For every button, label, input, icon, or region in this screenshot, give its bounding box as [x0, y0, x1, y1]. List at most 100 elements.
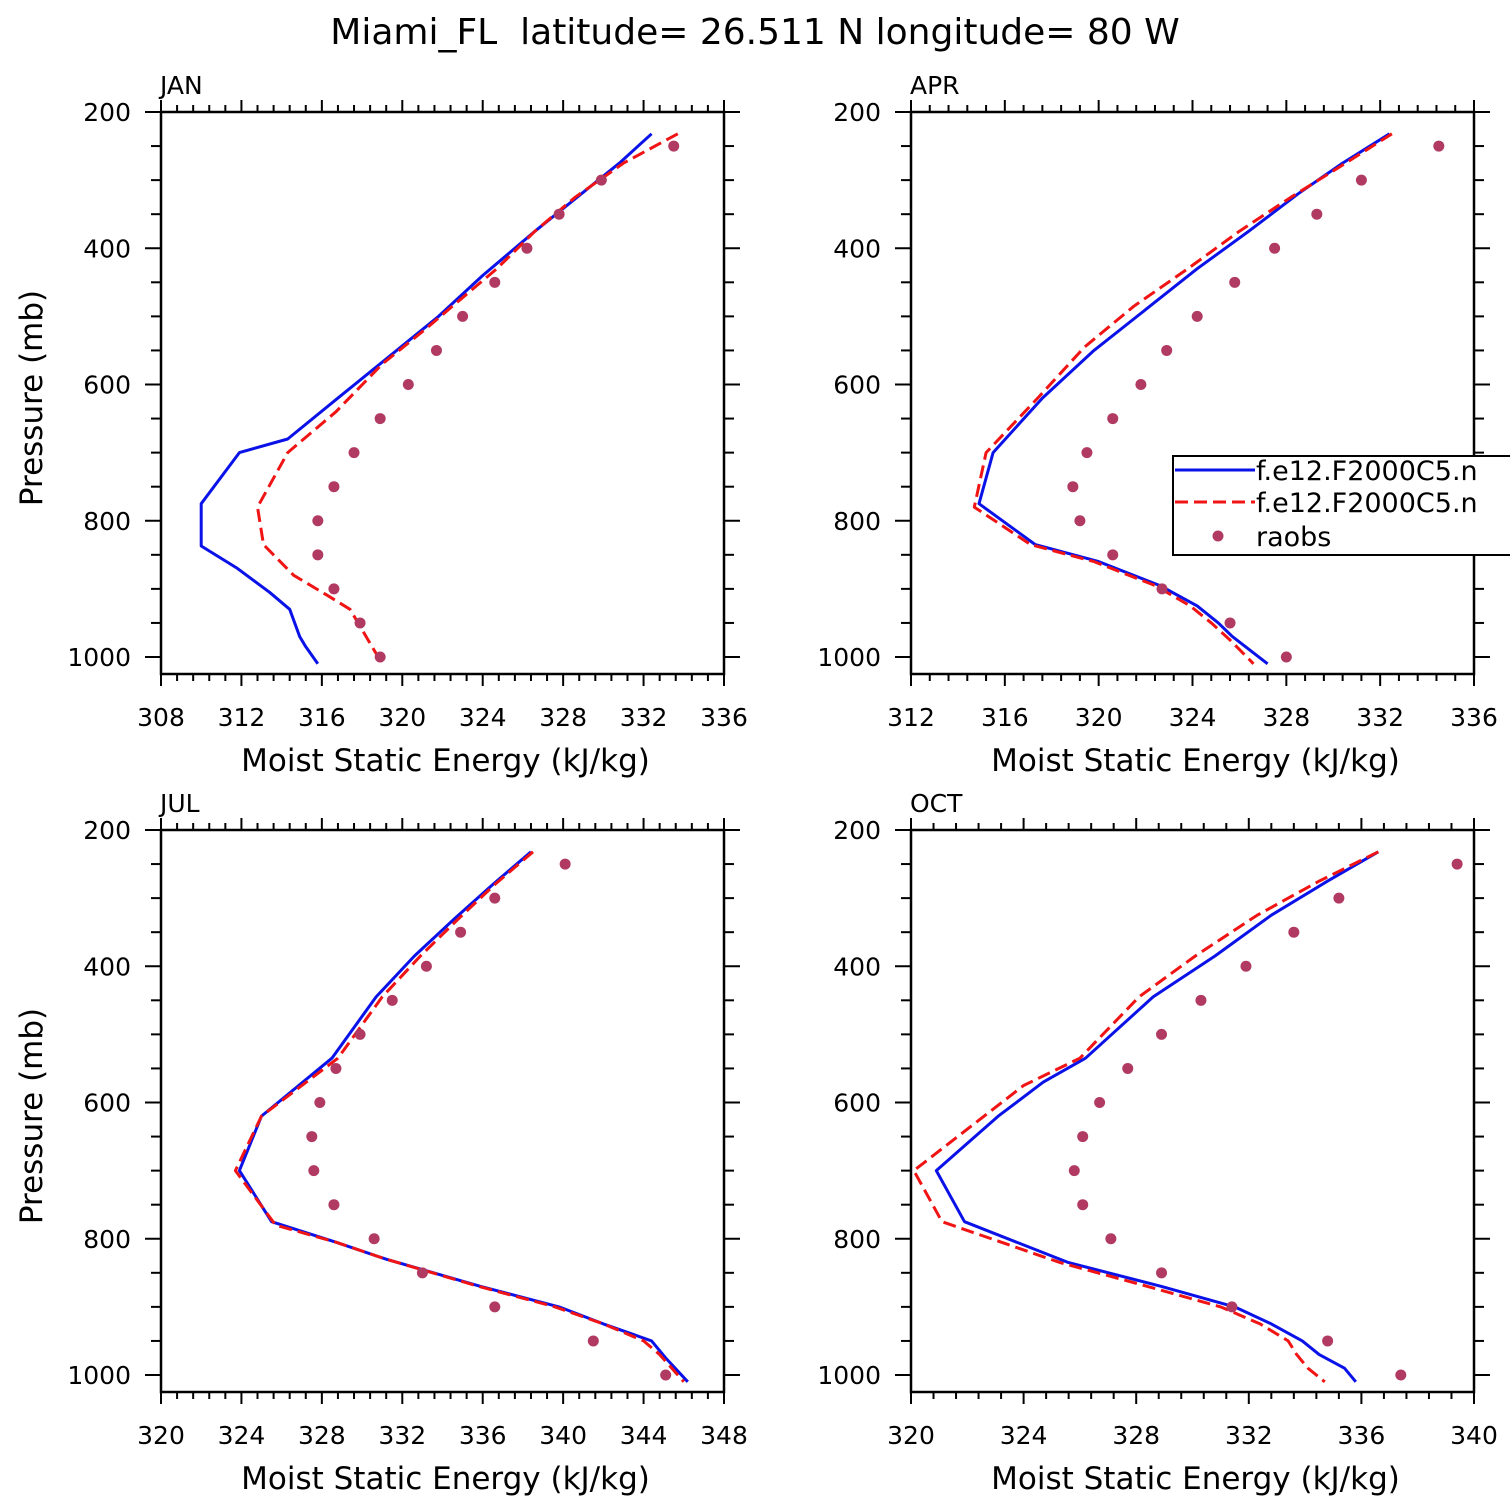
- x-axis-label: Moist Static Energy (kJ/kg): [991, 1461, 1400, 1497]
- panel-label: JUL: [158, 789, 200, 818]
- raobs-point: [1107, 549, 1119, 561]
- raobs-point: [354, 617, 366, 629]
- raobs-point: [374, 413, 386, 425]
- raobs-point: [489, 276, 501, 288]
- raobs-point: [328, 1199, 340, 1211]
- raobs-point: [1156, 1267, 1168, 1279]
- model-solid-line: [934, 850, 1380, 1383]
- raobs-point: [1322, 1335, 1334, 1347]
- x-tick-label: 332: [1225, 1421, 1273, 1450]
- figure-title: Miami_FL latitude= 26.511 N longitude= 8…: [330, 12, 1179, 53]
- x-tick-label: 320: [378, 703, 426, 732]
- plot-frame: [159, 828, 726, 1394]
- raobs-point: [314, 1097, 326, 1108]
- plot-frame: [159, 110, 726, 676]
- x-tick-label: 312: [887, 703, 935, 732]
- panel-apr: APR 312 316 320 324 328 332 336 200 400 600 800 1000…: [817, 71, 1497, 779]
- y-tick-label: 200: [833, 98, 881, 127]
- raobs-point: [374, 651, 386, 663]
- raobs-point: [1068, 1165, 1080, 1177]
- raobs-point: [1311, 208, 1323, 220]
- raobs-point: [1156, 583, 1168, 595]
- raobs-point: [553, 208, 565, 220]
- raobs-point: [1433, 140, 1445, 152]
- y-tick-label: 800: [833, 1225, 881, 1254]
- y-tick-label: 600: [83, 371, 131, 400]
- x-tick-label: 320: [1075, 703, 1123, 732]
- raobs-point: [1224, 617, 1236, 629]
- model-dashed-line: [233, 850, 685, 1383]
- y-tick-label: 600: [83, 1089, 131, 1118]
- x-tick-label: 328: [539, 703, 587, 732]
- y-tick-label: 1000: [817, 1361, 881, 1390]
- x-tick-label: 332: [378, 1421, 426, 1450]
- raobs-point: [660, 1369, 672, 1381]
- y-tick-label: 1000: [817, 643, 881, 672]
- raobs-point: [368, 1233, 380, 1245]
- x-tick-label: 324: [218, 1421, 266, 1450]
- raobs-point: [1226, 1301, 1238, 1313]
- x-tick-label: 328: [1112, 1421, 1160, 1450]
- legend-raobs-marker: [1212, 530, 1224, 542]
- raobs-point: [306, 1131, 318, 1143]
- x-tick-label: 324: [459, 703, 507, 732]
- raobs-point: [348, 447, 360, 459]
- panel-jul: JUL 320 324 328 332 336 340 344 348 200 400 600 800 1…: [14, 789, 748, 1497]
- raobs-point: [312, 549, 324, 561]
- model-dashed-line: [256, 132, 679, 665]
- panel-oct: OCT 320 324 328 332 336 340 200 400 600 800 1000 Moi…: [817, 789, 1497, 1497]
- x-tick-label: 308: [137, 703, 185, 732]
- x-tick-label: 316: [981, 703, 1029, 732]
- raobs-point: [595, 174, 607, 186]
- legend-label: raobs: [1256, 522, 1331, 553]
- panel-label: JAN: [158, 71, 203, 100]
- y-tick-label: 400: [833, 952, 881, 981]
- x-tick-label: 336: [459, 1421, 507, 1450]
- plot-frame: [909, 828, 1476, 1394]
- raobs-point: [386, 994, 398, 1006]
- raobs-point: [1094, 1097, 1106, 1108]
- x-axis-label: Moist Static Energy (kJ/kg): [241, 743, 650, 779]
- raobs-point: [430, 344, 442, 356]
- x-tick-label: 348: [700, 1421, 748, 1450]
- raobs-point: [489, 1301, 501, 1313]
- x-tick-label: 344: [620, 1421, 668, 1450]
- y-tick-label: 600: [833, 371, 881, 400]
- raobs-point: [312, 515, 324, 527]
- raobs-point: [308, 1165, 320, 1177]
- raobs-point: [1077, 1199, 1089, 1211]
- raobs-point: [521, 242, 533, 254]
- y-tick-label: 600: [833, 1089, 881, 1118]
- y-tick-label: 400: [83, 952, 131, 981]
- raobs-point: [455, 926, 467, 938]
- raobs-point: [668, 140, 680, 152]
- raobs-point: [587, 1335, 599, 1347]
- panel-jan: JAN 308 312 316 320 324 328 332 336 200 400 600 800 1…: [14, 71, 748, 779]
- x-tick-label: 324: [1169, 703, 1217, 732]
- x-tick-label: 328: [298, 1421, 346, 1450]
- raobs-point: [1451, 858, 1463, 870]
- x-tick-label: 332: [1356, 703, 1404, 732]
- raobs-point: [1288, 926, 1300, 938]
- x-tick-label: 336: [1338, 1421, 1386, 1450]
- y-axis-label: Pressure (mb): [14, 1008, 50, 1224]
- x-axis-label: Moist Static Energy (kJ/kg): [241, 1461, 650, 1497]
- y-tick-label: 200: [833, 816, 881, 845]
- legend-label: f.e12.F2000C5.n: [1256, 488, 1478, 519]
- raobs-point: [1333, 892, 1345, 904]
- raobs-point: [416, 1267, 428, 1279]
- x-tick-label: 324: [1000, 1421, 1048, 1450]
- x-tick-label: 320: [887, 1421, 935, 1450]
- y-tick-label: 1000: [67, 1361, 131, 1390]
- plot-frame: [909, 110, 1476, 676]
- x-tick-label: 316: [298, 703, 346, 732]
- y-tick-label: 200: [83, 816, 131, 845]
- raobs-point: [1077, 1131, 1089, 1143]
- raobs-point: [457, 310, 469, 322]
- x-axis-label: Moist Static Energy (kJ/kg): [991, 743, 1400, 779]
- x-tick-label: 336: [1450, 703, 1498, 732]
- panel-label: APR: [910, 71, 960, 100]
- raobs-point: [1240, 960, 1252, 972]
- raobs-point: [1161, 344, 1173, 356]
